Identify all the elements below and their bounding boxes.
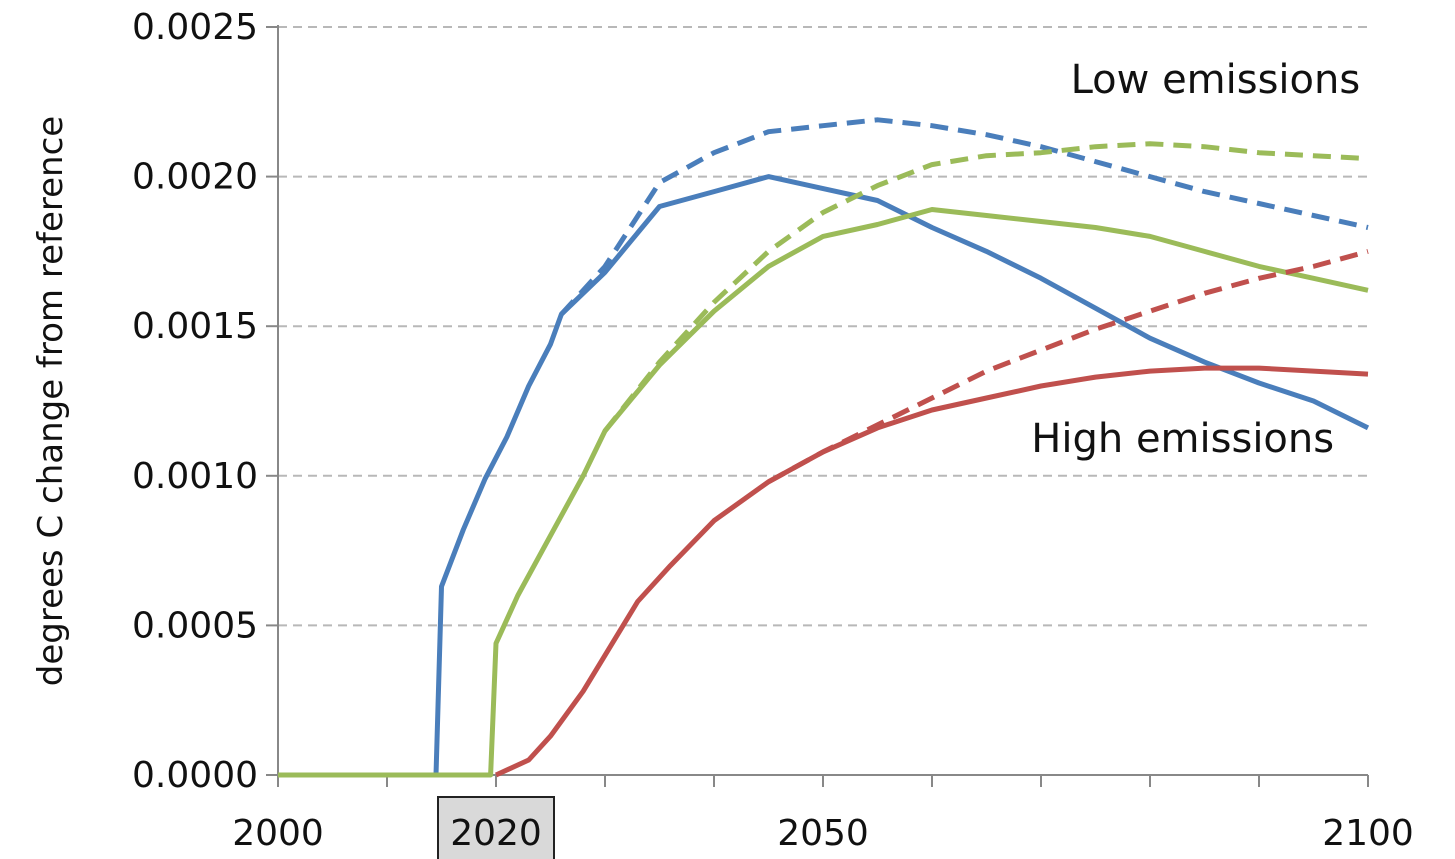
tick-labels: 0.0000 0.0005 0.0010 0.0015 0.0020 0.0025 2000… [132,7,1414,854]
x-tick-label: 2100 [1322,813,1414,854]
x-tick-label: 2000 [232,813,324,854]
y-tick-label: 0.0000 [132,755,258,796]
series-line-0 [278,174,1370,778]
y-tick-label: 0.0025 [132,7,258,48]
x-tick-label: 2050 [777,813,869,854]
highlight-box-2020 [437,796,555,859]
y-tick-label: 0.0015 [132,306,258,347]
annotation-low-emissions: Low emissions [1071,57,1361,103]
annotation-high-emissions: High emissions [1031,416,1334,462]
y-tick-label: 0.0005 [132,605,258,646]
series-line-1 [559,117,1369,316]
gridlines [278,26,1368,627]
series-line-3 [603,141,1369,433]
series-line-5 [767,248,1369,484]
y-tick-label: 0.0020 [132,157,258,198]
series-line-2 [278,207,1369,778]
axes [266,25,1369,859]
y-axis-label: degrees C change from reference [31,116,71,686]
y-tick-label: 0.0010 [132,456,258,497]
x-tick-label: 2020 [450,813,542,854]
series-lines [278,117,1370,778]
